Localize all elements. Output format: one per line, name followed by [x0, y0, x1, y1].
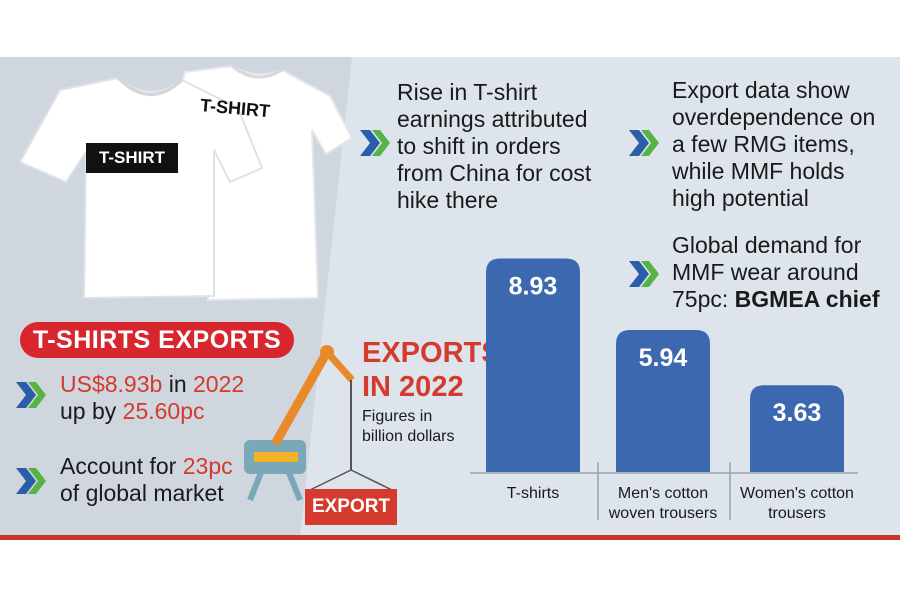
note-overdependence: Export data show overdependence on a few… — [672, 77, 876, 211]
category-label-2: Women's cotton trousers — [740, 485, 854, 522]
chevron-double-icon — [16, 382, 46, 408]
note-china-shift: Rise in T-shirt earnings attributed to s… — [397, 79, 592, 213]
bar-value-label-1: 5.94 — [639, 344, 688, 372]
chart-title: EXPORTS IN 2022 — [362, 337, 501, 403]
bar-value-label-2: 3.63 — [773, 399, 822, 427]
category-label-0: T-shirts — [506, 485, 560, 502]
chevron-double-icon — [16, 468, 46, 494]
chevron-double-icon — [360, 130, 390, 156]
chart-subtitle: Figures in billion dollars — [362, 408, 455, 445]
bar-2 — [750, 385, 844, 472]
crane-icon — [244, 345, 393, 502]
tshirt-front-icon — [18, 76, 264, 300]
bar-1 — [616, 329, 710, 472]
fact-export-value: US$8.93b in 2022 up by 25.60pc — [60, 371, 245, 424]
chevron-double-icon — [629, 261, 659, 287]
tshirt-exports-banner: T-SHIRTS EXPORTS — [20, 322, 294, 358]
note-mmf-demand: Global demand for MMF wear around 75pc: … — [672, 232, 880, 312]
tshirt-front-label-bg — [86, 143, 178, 173]
fact-global-share: Account for 23pc of global market — [60, 453, 233, 506]
bar-value-label-0: 8.93 — [509, 272, 558, 300]
bottom-rule — [0, 535, 900, 540]
chevron-double-icon — [629, 130, 659, 156]
category-label-1: Men's cotton woven trousers — [608, 485, 718, 522]
export-sign: EXPORT — [305, 489, 397, 525]
tshirt-front-label: T-SHIRT — [98, 148, 166, 167]
bar-0 — [486, 258, 580, 472]
